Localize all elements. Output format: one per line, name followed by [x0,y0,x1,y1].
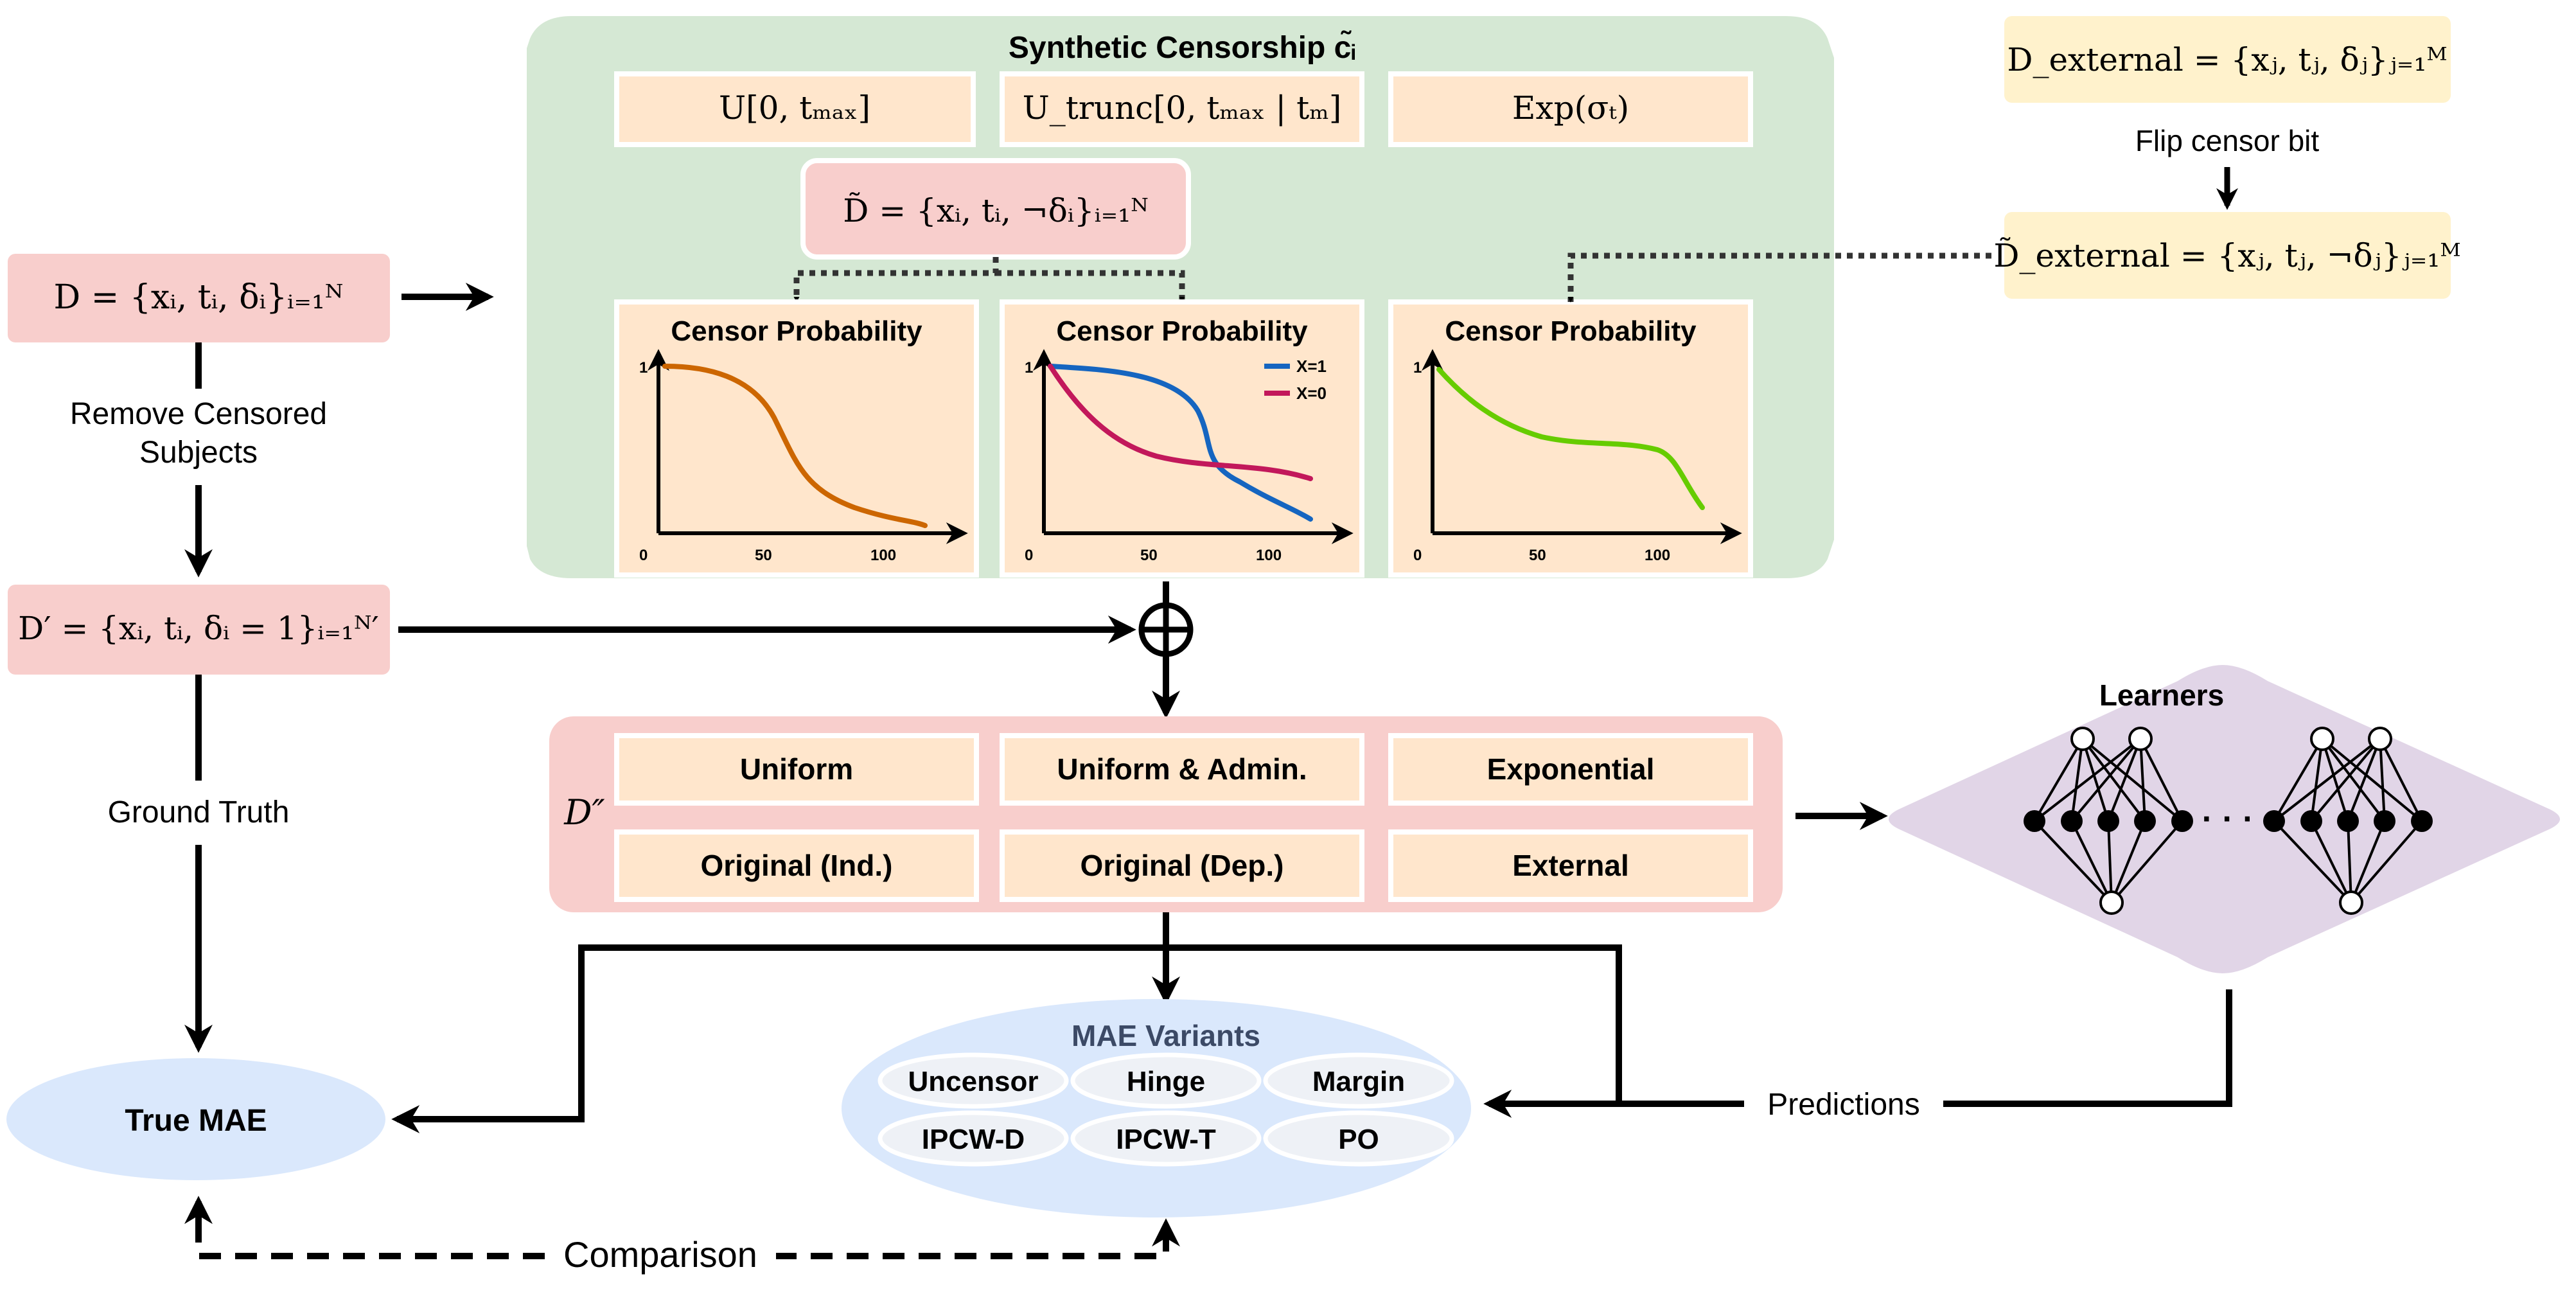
synthetic-title: Synthetic Censorship c̃ᵢ [1009,30,1355,65]
tilde-d-label: D̃ = {xᵢ, tᵢ, ¬δᵢ}ᵢ₌₁ᴺ [843,191,1148,229]
d-prime-box [8,585,390,675]
external-tilde-label: D̃_external = {xⱼ, tⱼ, ¬δⱼ}ⱼ₌₁ᴹ [1993,236,2460,274]
external-box [2004,16,2451,103]
mae-variant-pill [878,1052,1069,1109]
dotted-to-panel2 [996,270,1185,303]
dist-box-uniform [614,71,976,147]
d-prime-label: D′ = {xᵢ, tᵢ, δᵢ = 1}ᵢ₌₁ᴺ′ [18,610,379,647]
combined-symbol: D″ [563,792,604,833]
comparison-label-bg [545,1230,776,1282]
dist-exponential-label: Exp(σₜ) [1512,89,1629,127]
dotted-external-to-panel3 [1567,252,1991,303]
censor-type-box [614,829,979,902]
mae-variant-label: IPCW-D [922,1124,1025,1155]
mae-variants-title: MAE Variants [1072,1019,1260,1052]
censor-type-box [1000,733,1364,806]
x-tick-label: 0 [1413,547,1422,564]
legend-label: X=0 [1296,384,1327,403]
mae-variant-pill [878,1110,1069,1167]
censor-panel-title: Censor Probability [1056,315,1308,347]
dotted-to-panel1 [793,257,999,303]
learners-diamond [1889,665,2560,973]
mae-variant-label: Uncensor [908,1066,1039,1097]
censor-panel-title: Censor Probability [1445,315,1697,347]
dist-uniform-label: U[0, tₘₐₓ] [719,89,870,127]
neural-networks [2024,727,2433,915]
censor-type-box [1000,829,1364,902]
external-tilde-box [2004,212,2451,299]
mae-variant-pill [1263,1110,1454,1167]
dist-box-exponential [1388,71,1753,147]
censor-curve-1 [1436,367,1705,510]
y-tick-label: 1 [1025,359,1033,376]
comparison-label: Comparison [563,1234,757,1275]
censor-type-label: Original (Dep.) [1081,849,1284,882]
censor-curve-1 [662,364,928,528]
mae-variant-pill [1070,1110,1262,1167]
censor-curve-1 [1048,364,1313,522]
line-learners-to-predictions [1943,989,2232,1107]
mae-variant-label: IPCW-T [1116,1124,1216,1155]
remove-label-1: Remove Censored [70,397,327,431]
d-label: D = {xᵢ, tᵢ, δᵢ}ᵢ₌₁ᴺ [54,278,344,317]
ground-truth-label: Ground Truth [108,795,290,829]
censor-panel-2 [1000,299,1364,578]
censor-type-label: Uniform [740,752,853,786]
censor-type-label: External [1512,849,1629,882]
censor-type-label: Uniform & Admin. [1057,752,1307,786]
learners-dots: · · · [2202,801,2254,838]
x-tick-label: 50 [1529,547,1546,564]
learners-title: Learners [2099,678,2224,712]
x-tick-label: 50 [755,547,772,564]
y-tick-label: 1 [639,359,648,376]
x-tick-label: 100 [870,547,896,564]
external-label: D_external = {xⱼ, tⱼ, δⱼ}ⱼ₌₁ᴹ [2007,41,2447,78]
true-mae-ellipse [6,1058,385,1180]
x-tick-label: 0 [1025,547,1033,564]
d-box [8,254,390,342]
mae-variant-pill [1263,1052,1454,1109]
censor-panel-title: Censor Probability [671,315,922,347]
dist-uniform-admin-label: U_trunc[0, tₘₐₓ | tₘ] [1023,89,1342,127]
mae-variant-label: Hinge [1127,1066,1205,1097]
dist-box-uniform-admin [1000,71,1364,147]
censor-panel-1 [614,299,979,578]
x-tick-label: 50 [1140,547,1158,564]
x-tick-label: 100 [1256,547,1282,564]
censor-panel-3 [1388,299,1753,578]
x-tick-label: 100 [1645,547,1670,564]
line-predictions-loop [391,944,1622,1133]
censor-type-label: Original (Ind.) [701,849,893,882]
legend-label: X=1 [1296,357,1327,376]
censor-curve-2 [1048,364,1313,481]
predictions-label: Predictions [1767,1088,1919,1122]
mae-variant-label: PO [1338,1124,1379,1155]
mae-variant-pill [1070,1052,1262,1109]
censor-type-box [614,733,979,806]
censor-type-box [1388,733,1753,806]
remove-label-2: Subjects [139,436,258,470]
flip-label: Flip censor bit [2135,124,2320,157]
true-mae-label: True MAE [125,1104,267,1138]
x-tick-label: 0 [639,547,648,564]
censor-type-label: Exponential [1487,752,1655,786]
mae-variant-label: Margin [1312,1066,1405,1097]
censor-type-box [1388,829,1753,902]
y-tick-label: 1 [1413,359,1422,376]
